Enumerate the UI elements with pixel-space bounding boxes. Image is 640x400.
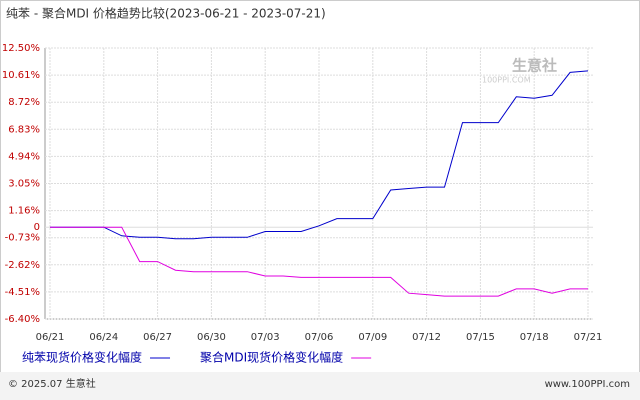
x-tick-label: 07/06	[305, 332, 334, 343]
footer-left: © 2025.07 生意社	[8, 377, 96, 390]
watermark-url: 100PPI.COM	[482, 76, 531, 85]
series-line	[50, 226, 588, 297]
x-tick-label: 06/30	[197, 332, 226, 343]
x-tick-label: 07/15	[466, 332, 495, 343]
x-tick-label: 06/27	[143, 332, 172, 343]
y-tick-label: 8.72%	[8, 97, 40, 108]
x-tick-label: 07/18	[520, 332, 549, 343]
legend-label: 纯苯现货价格变化幅度	[22, 350, 142, 365]
y-tick-label: 4.94%	[8, 151, 40, 162]
chart-title: 纯苯 - 聚合MDI 价格趋势比较(2023-06-21 - 2023-07-2…	[6, 6, 326, 21]
legend-label: 聚合MDI现货价格变化幅度	[200, 350, 343, 365]
footer-right: www.100PPI.com	[545, 379, 630, 390]
footer-bar	[0, 372, 640, 400]
x-tick-label: 07/12	[412, 332, 441, 343]
y-tick-label: 1.16%	[8, 206, 40, 217]
x-tick-label: 06/24	[89, 332, 118, 343]
y-tick-label: -6.40%	[5, 314, 40, 325]
y-tick-label: -0.73%	[5, 233, 40, 244]
y-tick-label: 3.05%	[8, 179, 40, 190]
y-tick-label: 6.83%	[8, 124, 40, 135]
x-tick-label: 07/09	[358, 332, 387, 343]
y-tick-label: 0	[34, 222, 40, 233]
x-tick-label: 06/21	[36, 332, 65, 343]
y-tick-label: 10.61%	[2, 70, 40, 81]
y-tick-label: -4.51%	[5, 287, 40, 298]
x-tick-label: 07/21	[574, 332, 603, 343]
x-tick-label: 07/03	[251, 332, 280, 343]
y-tick-label: 12.50%	[2, 43, 40, 54]
series-line	[50, 70, 589, 240]
watermark: 生意社	[512, 57, 557, 75]
y-tick-label: -2.62%	[5, 260, 40, 271]
